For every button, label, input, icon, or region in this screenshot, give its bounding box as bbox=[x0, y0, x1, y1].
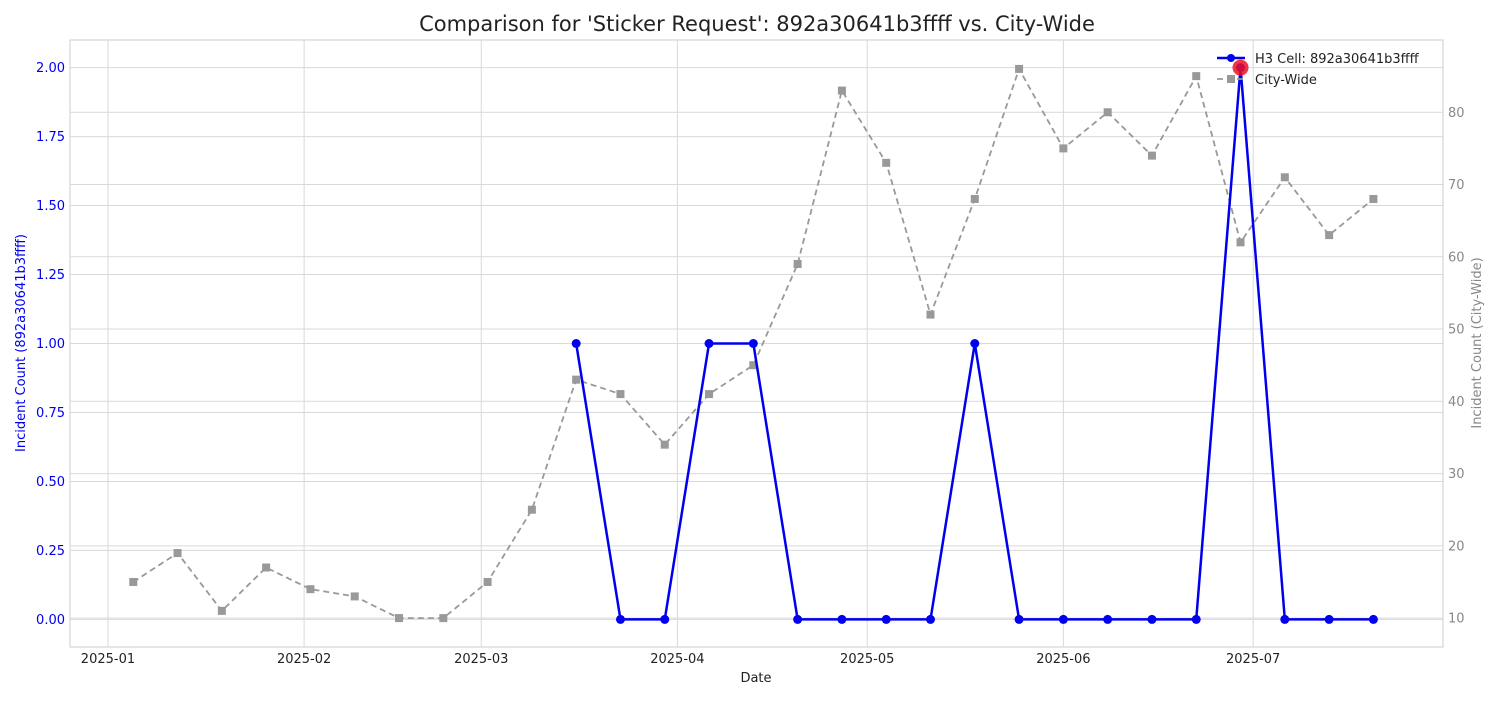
highlight-point bbox=[1232, 59, 1249, 76]
h3-cell-point bbox=[1147, 614, 1157, 624]
y-left-tick-label: 0.00 bbox=[36, 613, 65, 628]
city-wide-point bbox=[660, 440, 669, 449]
y-right-tick-label: 10 bbox=[1448, 612, 1465, 627]
city-wide-point bbox=[1280, 173, 1289, 182]
y-right-tick-label: 70 bbox=[1448, 178, 1465, 193]
x-tick-label: 2025-06 bbox=[1036, 652, 1090, 667]
legend-label-city-wide: City-Wide bbox=[1255, 73, 1317, 88]
city-wide-point bbox=[483, 577, 492, 586]
x-tick-label: 2025-07 bbox=[1226, 652, 1280, 667]
y-left-tick-label: 1.50 bbox=[36, 199, 65, 214]
h3-cell-point bbox=[925, 614, 935, 624]
y-right-tick-label: 40 bbox=[1448, 395, 1465, 410]
h3-cell-point bbox=[1103, 614, 1113, 624]
city-wide-point bbox=[1015, 64, 1024, 73]
y-left-tick-label: 0.75 bbox=[36, 406, 65, 421]
city-wide-point bbox=[616, 390, 625, 399]
h3-cell-point bbox=[881, 614, 891, 624]
city-wide-point bbox=[1369, 194, 1378, 203]
h3-cell-point bbox=[704, 339, 714, 348]
city-wide-point bbox=[1059, 144, 1068, 153]
h3-cell-point bbox=[1014, 614, 1024, 624]
legend: H3 Cell: 892a30641b3ffff City-Wide bbox=[1217, 52, 1420, 88]
h3-cell-point bbox=[1191, 614, 1201, 624]
chart-title: Comparison for 'Sticker Request': 892a30… bbox=[419, 12, 1095, 36]
x-tick-label: 2025-04 bbox=[650, 652, 704, 667]
city-wide-point bbox=[173, 549, 182, 558]
y-left-tick-label: 1.00 bbox=[36, 337, 65, 352]
city-wide-point bbox=[1192, 72, 1201, 81]
city-wide-point bbox=[1147, 151, 1156, 160]
axes: 2025-01 2025-02 2025-03 2025-04 2025-05 2025-… bbox=[36, 61, 1465, 667]
y-right-tick-label: 20 bbox=[1448, 539, 1465, 554]
city-wide-point bbox=[129, 577, 138, 586]
city-wide-point bbox=[926, 310, 935, 319]
h3-cell-point bbox=[793, 614, 803, 624]
city-wide-point bbox=[527, 505, 536, 514]
legend-marker-h3-cell bbox=[1227, 54, 1235, 62]
h3-cell-point bbox=[1324, 614, 1334, 624]
x-tick-label: 2025-01 bbox=[81, 652, 135, 667]
city-wide-point bbox=[306, 585, 315, 594]
city-wide-point bbox=[705, 390, 714, 399]
h3-cell-point bbox=[970, 339, 980, 348]
y-right-tick-label: 50 bbox=[1448, 323, 1465, 338]
y-left-tick-label: 2.00 bbox=[36, 61, 65, 76]
y-left-tick-label: 1.75 bbox=[36, 130, 65, 145]
h3-cell-point bbox=[1058, 614, 1068, 624]
city-wide-point bbox=[793, 260, 802, 269]
city-wide-point bbox=[262, 563, 271, 572]
legend-label-h3-cell: H3 Cell: 892a30641b3ffff bbox=[1255, 52, 1420, 67]
x-axis-label: Date bbox=[740, 671, 771, 686]
grid-lines bbox=[70, 40, 1443, 647]
city-wide-point bbox=[217, 606, 226, 615]
y-left-tick-label: 1.25 bbox=[36, 268, 65, 283]
x-tick-label: 2025-03 bbox=[454, 652, 508, 667]
x-tick-label: 2025-02 bbox=[277, 652, 331, 667]
city-wide-point bbox=[395, 614, 404, 623]
city-wide-point bbox=[1103, 108, 1112, 117]
city-wide-point bbox=[1325, 231, 1334, 240]
h3-cell-point bbox=[837, 614, 847, 624]
city-wide-point bbox=[572, 375, 581, 384]
y-axis-right-label: Incident Count (City-Wide) bbox=[1470, 257, 1485, 428]
y-axis-left-label: Incident Count (892a30641b3ffff) bbox=[14, 234, 29, 452]
y-right-tick-label: 80 bbox=[1448, 106, 1465, 121]
city-wide-point bbox=[749, 361, 758, 370]
city-wide-point bbox=[882, 158, 891, 167]
city-wide-point bbox=[439, 614, 448, 623]
h3-cell-point bbox=[1280, 614, 1290, 624]
legend-marker-city-wide bbox=[1227, 75, 1235, 83]
h3-cell-point bbox=[660, 614, 670, 624]
h3-cell-point bbox=[571, 339, 581, 348]
x-tick-label: 2025-05 bbox=[840, 652, 894, 667]
y-right-tick-label: 60 bbox=[1448, 250, 1465, 265]
y-left-tick-label: 0.25 bbox=[36, 544, 65, 559]
y-left-tick-label: 0.50 bbox=[36, 475, 65, 490]
city-wide-point bbox=[350, 592, 359, 601]
series-layer bbox=[129, 59, 1378, 624]
city-wide-line bbox=[132, 66, 1374, 619]
city-wide-point bbox=[1236, 238, 1245, 247]
city-wide-point bbox=[837, 86, 846, 95]
h3-cell-point bbox=[1368, 614, 1378, 624]
y-right-tick-label: 30 bbox=[1448, 467, 1465, 482]
h3-cell-point bbox=[748, 339, 758, 348]
h3-cell-point bbox=[615, 614, 625, 624]
city-wide-point bbox=[970, 194, 979, 203]
